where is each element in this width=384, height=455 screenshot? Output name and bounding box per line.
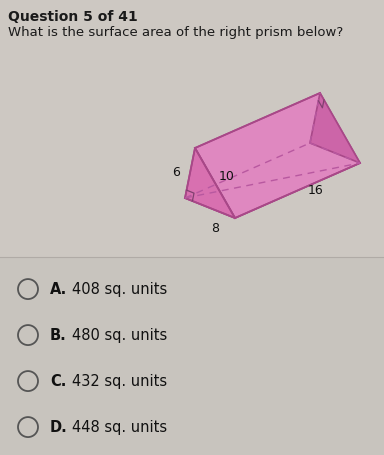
Bar <box>0 257 384 455</box>
Text: 6: 6 <box>172 167 180 180</box>
Text: 10: 10 <box>219 171 235 183</box>
Polygon shape <box>195 93 360 218</box>
Text: Question 5 of 41: Question 5 of 41 <box>8 10 138 24</box>
Text: B.: B. <box>50 328 67 343</box>
Polygon shape <box>185 148 235 218</box>
Text: 432 sq. units: 432 sq. units <box>72 374 167 389</box>
Text: D.: D. <box>50 420 68 435</box>
Polygon shape <box>185 143 360 218</box>
Text: 408 sq. units: 408 sq. units <box>72 282 167 297</box>
Text: 480 sq. units: 480 sq. units <box>72 328 167 343</box>
Text: 16: 16 <box>308 184 323 197</box>
Text: A.: A. <box>50 282 67 297</box>
Text: C.: C. <box>50 374 66 389</box>
Polygon shape <box>310 93 360 163</box>
Text: 448 sq. units: 448 sq. units <box>72 420 167 435</box>
Text: What is the surface area of the right prism below?: What is the surface area of the right pr… <box>8 26 343 39</box>
Text: 8: 8 <box>211 222 219 234</box>
